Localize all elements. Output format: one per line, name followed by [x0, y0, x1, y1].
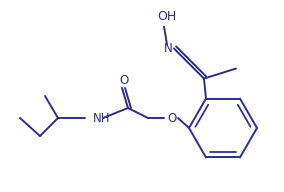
Text: O: O: [167, 112, 177, 124]
Text: OH: OH: [157, 10, 177, 23]
Text: O: O: [119, 74, 129, 87]
Text: NH: NH: [93, 112, 110, 124]
Text: N: N: [164, 42, 172, 55]
